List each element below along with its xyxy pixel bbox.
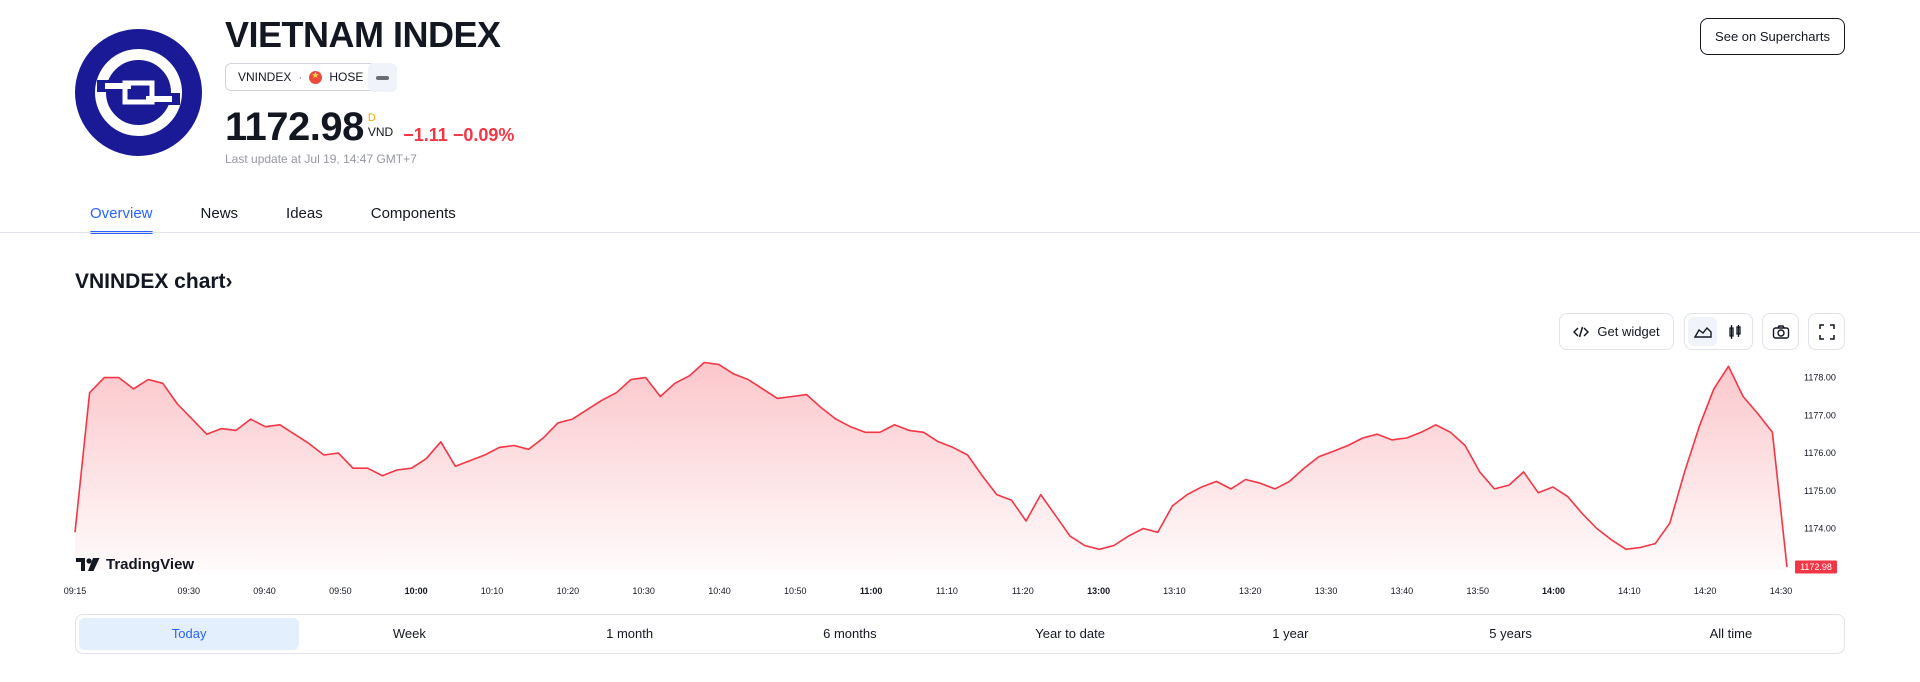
current-price: 1172.98 — [225, 105, 364, 149]
chevron-right-icon: › — [225, 270, 233, 293]
symbol-exchange-pill[interactable]: VNINDEX · HOSE — [225, 63, 377, 91]
x-tick-label: 10:20 — [557, 586, 580, 596]
tab-components[interactable]: Components — [370, 205, 456, 222]
page-title: VIETNAM INDEX — [225, 14, 501, 55]
candle-style-button[interactable] — [1720, 317, 1749, 346]
last-update-text: Last update at Jul 19, 14:47 GMT+7 — [225, 152, 417, 166]
tab-overview[interactable]: Overview — [90, 205, 153, 234]
x-tick-label: 14:30 — [1770, 586, 1793, 596]
y-tick-label: 1175.00 — [1804, 486, 1836, 496]
chart-title-text: VNINDEX chart — [75, 270, 226, 293]
x-tick-label: 09:30 — [177, 586, 200, 596]
price-line — [74, 361, 1788, 568]
section-tabs: Overview News Ideas Components — [90, 205, 504, 234]
get-widget-label: Get widget — [1597, 324, 1660, 339]
range-1-month[interactable]: 1 month — [606, 626, 654, 641]
price-chart[interactable]: 1178.00 1177.00 1176.00 1175.00 1174.00 09:1… — [0, 355, 1920, 610]
last-price-tag: 1172.98 — [1795, 560, 1837, 574]
chart-title-link[interactable]: VNINDEX chart› — [75, 270, 233, 294]
currency-label: VND — [367, 125, 394, 139]
separator-dot: · — [298, 70, 303, 84]
range-week[interactable]: Week — [392, 626, 426, 641]
x-tick-label: 10:30 — [632, 586, 655, 596]
y-tick-label: 1176.00 — [1804, 448, 1836, 458]
tradingview-logo[interactable]: TradingView — [76, 556, 194, 573]
x-tick-label: 13:30 — [1315, 586, 1338, 596]
chart-style-toggle — [1684, 313, 1753, 350]
y-tick-label: 1174.00 — [1804, 524, 1836, 534]
x-tick-label: 09:50 — [329, 586, 352, 596]
x-tick-label: 11:10 — [936, 586, 958, 596]
more-icon — [376, 75, 389, 80]
y-axis: 1178.00 1177.00 1176.00 1175.00 1174.00 — [1804, 373, 1836, 534]
price-change: −1.11 −0.09% — [403, 125, 514, 146]
symbol-label: VNINDEX — [238, 70, 292, 84]
exchange-label: HOSE — [329, 70, 364, 84]
x-tick-label: 13:00 — [1087, 586, 1110, 596]
range-today[interactable]: Today — [79, 618, 300, 650]
x-tick-label: 13:20 — [1239, 586, 1262, 596]
x-tick-label: 14:20 — [1694, 586, 1717, 596]
x-tick-label: 14:00 — [1542, 586, 1565, 596]
see-on-supercharts-button[interactable]: See on Supercharts — [1700, 18, 1845, 55]
area-chart-icon — [1693, 326, 1712, 338]
y-tick-label: 1177.00 — [1804, 410, 1836, 420]
x-tick-label: 10:10 — [481, 586, 504, 596]
x-tick-label: 09:15 — [64, 586, 87, 596]
tab-ideas[interactable]: Ideas — [286, 205, 323, 222]
vnindex-logo — [75, 29, 202, 156]
tabs-divider — [0, 232, 1920, 233]
get-widget-button[interactable]: Get widget — [1559, 313, 1674, 350]
time-range-selector: Today Week 1 month 6 months Year to date… — [75, 614, 1845, 654]
more-options-button[interactable] — [368, 63, 397, 92]
x-tick-label: 13:50 — [1466, 586, 1489, 596]
x-tick-label: 13:10 — [1163, 586, 1186, 596]
area-style-button[interactable] — [1688, 317, 1717, 346]
x-tick-label: 10:40 — [708, 586, 731, 596]
range-5-years[interactable]: 5 years — [1489, 626, 1532, 641]
last-price-tag-text: 1172.98 — [1800, 562, 1832, 572]
price-area-fill — [75, 362, 1787, 570]
price-period-badge: D — [367, 112, 376, 124]
price-block: 1172.98 D VND −1.11 −0.09% — [225, 104, 514, 150]
tradingview-icon — [76, 558, 100, 571]
fullscreen-button[interactable] — [1808, 313, 1845, 350]
vietnam-flag-icon — [309, 70, 323, 84]
fullscreen-icon — [1818, 323, 1835, 340]
range-all-time[interactable]: All time — [1709, 626, 1753, 641]
camera-icon — [1772, 324, 1789, 339]
tab-news[interactable]: News — [200, 205, 239, 222]
x-tick-label: 11:20 — [1012, 586, 1034, 596]
candlestick-icon — [1728, 324, 1741, 339]
tradingview-brand: TradingView — [106, 556, 195, 573]
x-tick-label: 10:50 — [784, 586, 807, 596]
range-6-months[interactable]: 6 months — [823, 626, 877, 641]
x-tick-label: 14:10 — [1618, 586, 1641, 596]
range-1-year[interactable]: 1 year — [1272, 626, 1309, 641]
x-tick-label: 11:00 — [860, 586, 883, 596]
x-axis: 09:15 09:30 09:40 09:50 10:00 10:10 10:20 10:30… — [64, 586, 1793, 596]
x-tick-label: 09:40 — [253, 586, 276, 596]
x-tick-label: 13:40 — [1391, 586, 1414, 596]
change-percent: −0.09% — [452, 125, 515, 145]
code-icon — [1573, 326, 1590, 337]
y-tick-label: 1178.00 — [1804, 373, 1836, 383]
range-year-to-date[interactable]: Year to date — [1035, 626, 1105, 641]
change-value: −1.11 — [403, 125, 448, 145]
x-tick-label: 10:00 — [405, 586, 428, 596]
snapshot-button[interactable] — [1762, 313, 1799, 350]
